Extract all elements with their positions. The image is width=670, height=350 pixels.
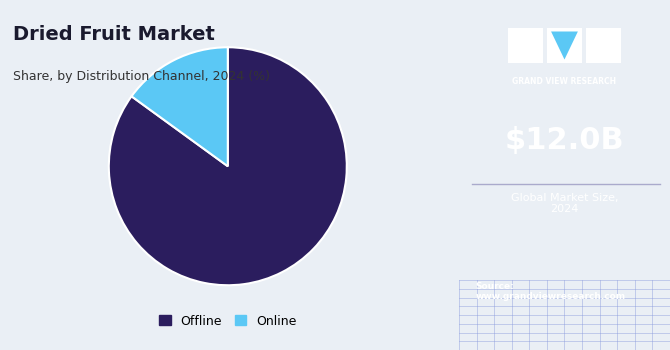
Text: $12.0B: $12.0B xyxy=(505,126,624,154)
Text: GRAND VIEW RESEARCH: GRAND VIEW RESEARCH xyxy=(513,77,616,86)
Wedge shape xyxy=(131,47,228,166)
Legend: Offline, Online: Offline, Online xyxy=(154,309,302,332)
Text: Source:
www.grandviewresearch.com: Source: www.grandviewresearch.com xyxy=(476,282,626,301)
Text: Share, by Distribution Channel, 2024 (%): Share, by Distribution Channel, 2024 (%) xyxy=(13,70,271,83)
Wedge shape xyxy=(109,47,347,285)
Text: Global Market Size,
2024: Global Market Size, 2024 xyxy=(511,193,618,214)
Text: Dried Fruit Market: Dried Fruit Market xyxy=(13,25,215,43)
